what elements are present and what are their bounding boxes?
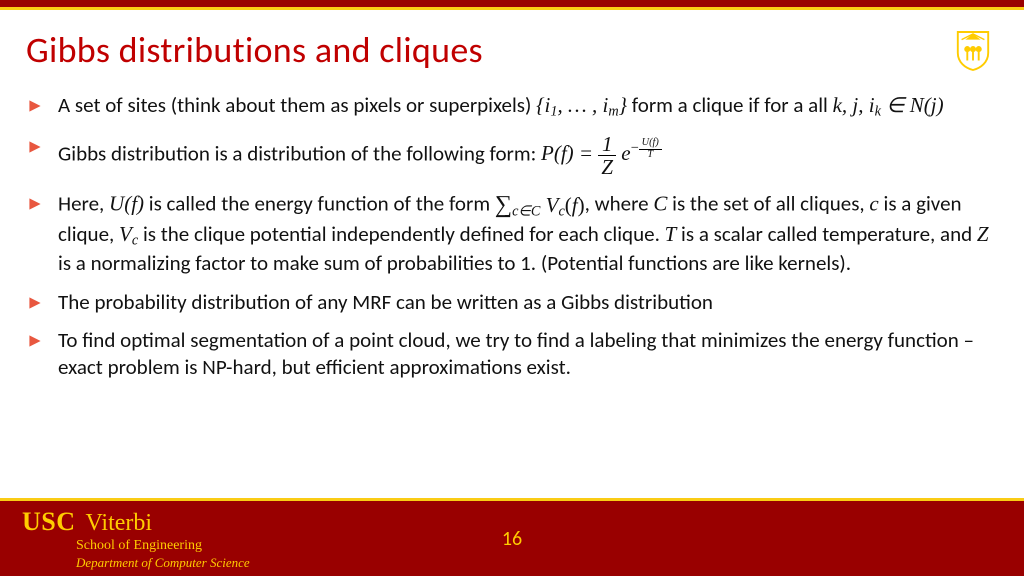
math-set: {i1, … , im} <box>536 93 627 117</box>
math-gibbs-formula: P(f) = 1Z e−U(f)T <box>541 141 662 165</box>
text-run: is the set of all cliques, <box>667 190 869 216</box>
math-Vc: Vc <box>119 222 138 246</box>
triangle-bullet-icon <box>28 140 42 154</box>
text-run: form a clique if for a all <box>627 92 833 118</box>
math-uf: U(f) <box>109 191 144 215</box>
footer-usc: USC <box>22 507 76 537</box>
math-membership: k, j, ik ∈ N(j) <box>833 93 944 117</box>
math-c: c <box>869 191 878 215</box>
page-number: 16 <box>502 527 522 551</box>
text-run: Gibbs distribution is a distribution of … <box>58 140 541 166</box>
list-item: Gibbs distribution is a distribution of … <box>28 133 998 178</box>
list-item: The probability distribution of any MRF … <box>28 289 998 316</box>
bullet-text: Gibbs distribution is a distribution of … <box>58 133 998 178</box>
triangle-bullet-icon <box>28 197 42 211</box>
slide-content: Gibbs distributions and cliques A set of… <box>0 10 1024 381</box>
math-Z: Z <box>977 222 989 246</box>
list-item: To find optimal segmentation of a point … <box>28 327 998 381</box>
triangle-bullet-icon <box>28 99 42 113</box>
triangle-bullet-icon <box>28 296 42 310</box>
footer-school: School of Engineering <box>76 538 250 554</box>
math-C: C <box>653 191 667 215</box>
text-run: is a normalizing factor to make sum of p… <box>58 250 851 276</box>
text-run: A set of sites (think about them as pixe… <box>58 92 536 118</box>
list-item: Here, U(f) is called the energy function… <box>28 190 998 277</box>
usc-shield-icon <box>954 30 992 72</box>
footer-brand: USC Viterbi School of Engineering Depart… <box>22 507 250 571</box>
list-item: A set of sites (think about them as pixe… <box>28 92 998 121</box>
text-run: is the clique potential independently de… <box>138 221 664 247</box>
title-row: Gibbs distributions and cliques <box>26 28 998 72</box>
footer-viterbi: Viterbi <box>86 510 153 537</box>
slide-title: Gibbs distributions and cliques <box>26 28 483 72</box>
text-run: , where <box>585 190 654 216</box>
bullet-text: Here, U(f) is called the energy function… <box>58 190 998 277</box>
text-run: is a scalar called temperature, and <box>676 221 977 247</box>
slide-footer: USC Viterbi School of Engineering Depart… <box>0 498 1024 576</box>
bullet-text: A set of sites (think about them as pixe… <box>58 92 998 121</box>
text-run: Here, <box>58 190 109 216</box>
bullet-list: A set of sites (think about them as pixe… <box>26 92 998 381</box>
footer-dept: Department of Computer Science <box>76 555 250 571</box>
triangle-bullet-icon <box>28 334 42 348</box>
math-T: T <box>665 222 677 246</box>
bullet-text: The probability distribution of any MRF … <box>58 289 998 316</box>
text-run: is called the energy function of the for… <box>144 190 495 216</box>
top-accent-bar <box>0 0 1024 10</box>
math-sum: ∑c∈C Vc(f) <box>495 190 585 221</box>
bullet-text: To find optimal segmentation of a point … <box>58 327 998 381</box>
